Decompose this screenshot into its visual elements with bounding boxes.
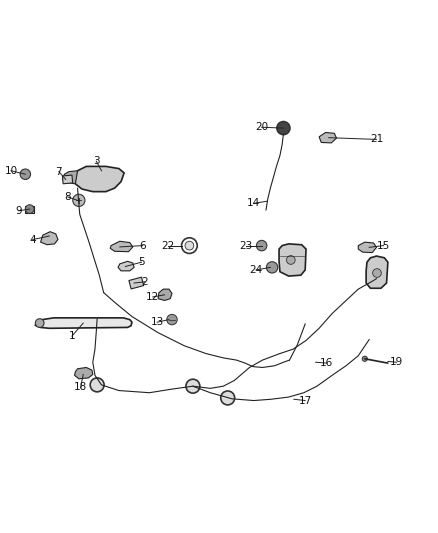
Text: 23: 23 [239,240,253,251]
Polygon shape [279,244,306,276]
Text: 1: 1 [69,331,75,341]
Bar [129,277,144,289]
Text: 16: 16 [320,358,334,368]
Text: 9: 9 [15,206,22,216]
Text: 22: 22 [161,240,174,251]
Text: 5: 5 [138,257,145,267]
Polygon shape [110,241,133,252]
Circle shape [362,356,367,361]
Bar [63,175,73,184]
Text: 3: 3 [93,156,99,166]
Text: 24: 24 [249,265,263,275]
Text: 8: 8 [64,192,71,202]
Text: 2: 2 [142,277,148,287]
Circle shape [20,169,31,180]
Text: 7: 7 [56,167,62,176]
Circle shape [286,256,295,264]
Circle shape [277,122,290,135]
Polygon shape [35,318,132,328]
Circle shape [373,269,381,277]
Circle shape [25,205,34,213]
Text: 14: 14 [247,198,261,208]
Circle shape [35,319,44,327]
Circle shape [256,240,267,251]
Text: 19: 19 [390,357,403,367]
Text: 4: 4 [29,235,36,245]
Circle shape [90,378,104,392]
Polygon shape [319,133,336,143]
Text: 6: 6 [140,240,146,251]
Polygon shape [74,367,93,379]
Text: 12: 12 [146,292,159,302]
Polygon shape [62,171,78,184]
Circle shape [182,238,197,254]
Text: 10: 10 [4,166,18,176]
Text: 13: 13 [151,317,164,327]
Polygon shape [118,261,134,271]
Text: 17: 17 [299,395,312,406]
Circle shape [266,262,278,273]
Polygon shape [41,232,58,245]
Circle shape [221,391,235,405]
Circle shape [186,379,200,393]
Polygon shape [74,166,124,192]
Text: 18: 18 [74,383,87,392]
Polygon shape [158,289,172,301]
Circle shape [73,194,85,206]
Text: 20: 20 [255,122,268,132]
Bar [25,206,34,213]
Polygon shape [358,242,377,253]
Text: 21: 21 [370,134,383,144]
Polygon shape [366,256,388,288]
Text: 15: 15 [377,240,390,251]
Circle shape [185,241,194,250]
Circle shape [167,314,177,325]
